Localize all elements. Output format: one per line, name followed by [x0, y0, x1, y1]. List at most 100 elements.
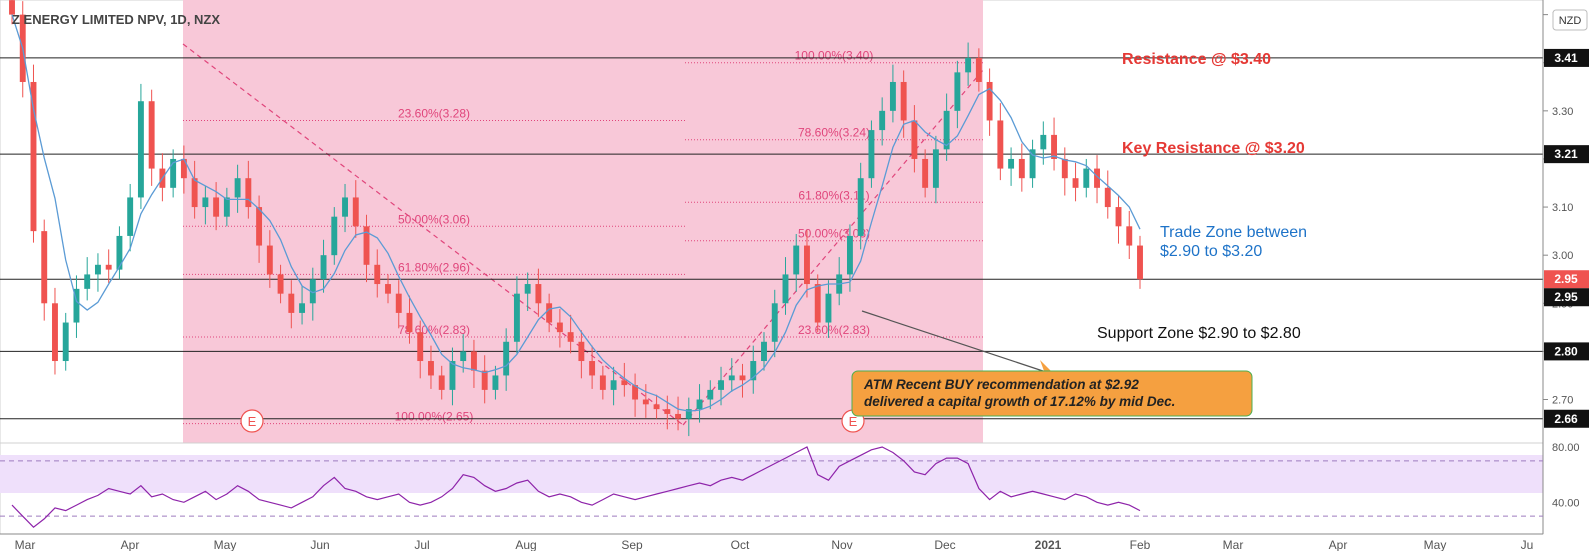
- candle-body: [664, 409, 671, 414]
- candle-body: [546, 303, 553, 323]
- candle-body: [997, 120, 1004, 169]
- time-axis-label: Ju: [1521, 538, 1534, 551]
- candle-body: [825, 293, 832, 323]
- candle-body: [513, 293, 520, 342]
- buy-callout: ATM Recent BUY recommendation at $2.92 d…: [851, 370, 1253, 417]
- callout-box: [851, 370, 1253, 417]
- candle-body: [975, 57, 982, 82]
- time-axis-label: May: [214, 538, 237, 551]
- candle-body: [256, 207, 263, 246]
- candle-body: [943, 110, 950, 150]
- candle-body: [234, 178, 241, 198]
- candle-body: [460, 351, 467, 362]
- candle-body: [492, 375, 499, 390]
- time-axis-label: Oct: [731, 538, 750, 551]
- candle-body: [1029, 149, 1036, 179]
- price-tag: [1544, 342, 1589, 361]
- candle-body: [1126, 226, 1133, 246]
- candle-body: [137, 101, 144, 198]
- candle-body: [675, 413, 682, 419]
- candle-body: [1040, 134, 1047, 150]
- candle-body: [180, 158, 187, 179]
- candle-body: [771, 303, 778, 342]
- candle-body: [911, 120, 918, 159]
- candle-body: [556, 322, 563, 333]
- resistance-label: Resistance @ $3.40: [1122, 51, 1271, 68]
- candle-body: [374, 264, 381, 285]
- rsi-axis: 80.00 40.00: [1552, 442, 1580, 509]
- candle-body: [105, 264, 112, 270]
- candle-body: [94, 264, 101, 275]
- candle-body: [707, 389, 714, 400]
- time-axis-label: Feb: [1130, 538, 1151, 551]
- fib-level-label: 50.00%(3.06): [398, 212, 470, 226]
- time-axis-label: Dec: [934, 538, 955, 551]
- candle-body: [750, 361, 757, 381]
- candle-body: [438, 375, 445, 390]
- candle-body: [170, 158, 177, 188]
- rsi-axis-label: 40.00: [1552, 497, 1580, 509]
- chart-title: Z ENERGY LIMITED NPV, 1D, NZX: [12, 12, 220, 27]
- price-axis-label: 3.00: [1552, 250, 1573, 262]
- fib-level-label: 100.00%(3.40): [795, 49, 874, 63]
- time-axis-label: Apr: [1329, 538, 1348, 551]
- price-tag: [1544, 48, 1589, 67]
- fib-retracement-2: 100.00%(3.40)78.60%(3.24)61.80%(3.11)50.…: [685, 49, 983, 338]
- candle-body: [1083, 168, 1090, 188]
- candle-body: [986, 81, 993, 121]
- callout-line-1: ATM Recent BUY recommendation at $2.92: [863, 377, 1139, 392]
- candle-body: [696, 399, 703, 410]
- candle-body: [718, 380, 724, 390]
- earnings-marker-1[interactable]: E: [240, 409, 264, 433]
- candle-body: [868, 130, 875, 179]
- time-axis-label: Aug: [515, 538, 536, 551]
- earnings-marker-label: E: [849, 414, 858, 429]
- time-axis-label: Mar: [15, 538, 36, 551]
- currency-badge[interactable]: NZD: [1552, 9, 1588, 31]
- candle-body: [1094, 168, 1100, 188]
- price-tag-label: 2.95: [1554, 290, 1578, 304]
- fib-level-label: 23.60%(2.83): [798, 323, 870, 337]
- time-axis[interactable]: Mar Apr May Jun Jul Aug Sep Oct Nov Dec 2021 Feb Mar…: [0, 533, 1543, 552]
- fib-level-label: 23.60%(3.28): [398, 106, 470, 120]
- candle-body: [266, 245, 273, 275]
- trade-zone-label-2: $2.90 to $3.20: [1160, 243, 1262, 260]
- time-axis-label: Jun: [310, 538, 329, 551]
- candle-body: [621, 380, 628, 386]
- candle-body: [642, 399, 649, 405]
- time-axis-label: Mar: [1223, 538, 1244, 551]
- candle-body: [363, 226, 370, 265]
- candle-body: [846, 235, 853, 275]
- candle-body: [900, 81, 907, 121]
- price-axis-label: 3.10: [1552, 202, 1573, 214]
- price-tag-label: 3.41: [1554, 51, 1578, 65]
- candle-body: [73, 288, 80, 323]
- fib-level-label: 78.60%(2.83): [398, 323, 470, 337]
- candle-body: [685, 409, 692, 419]
- price-tags: 3.41 3.21 2.95 2.95 2.80 2.66: [1544, 48, 1589, 428]
- candle-body: [632, 385, 639, 400]
- candle-body: [406, 312, 413, 333]
- support-zone-label: Support Zone $2.90 to $2.80: [1097, 325, 1301, 342]
- candle-body: [589, 361, 596, 376]
- candle-body: [202, 197, 209, 208]
- fib-level-label: 61.80%(2.96): [398, 260, 470, 274]
- candle-body: [567, 332, 574, 342]
- candle-body: [30, 81, 37, 232]
- candle-body: [814, 284, 821, 323]
- candles: [9, 0, 1143, 437]
- trendlines: [182, 43, 984, 426]
- candle-body: [922, 158, 929, 188]
- price-tag-label: 2.95: [1554, 272, 1578, 286]
- trade-zone-label-1: Trade Zone between: [1160, 224, 1307, 241]
- candle-body: [417, 332, 424, 362]
- rsi-indicator: [0, 446, 1543, 529]
- callout-line-2: delivered a capital growth of 17.12% by …: [864, 394, 1175, 409]
- price-tag: [1544, 288, 1589, 307]
- candle-body: [84, 274, 91, 289]
- candle-body: [610, 380, 617, 390]
- uptrend-line: [682, 69, 984, 426]
- downtrend-line: [182, 43, 684, 426]
- rsi-line: [11, 446, 1141, 529]
